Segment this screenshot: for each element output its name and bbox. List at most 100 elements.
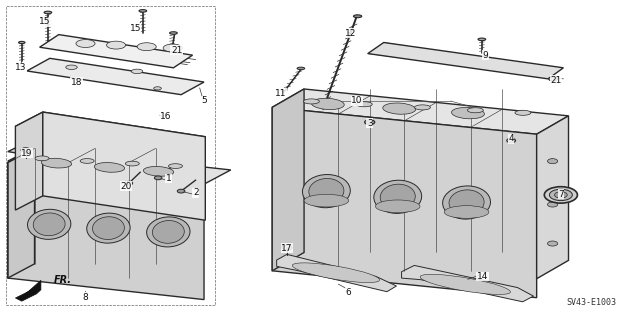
Ellipse shape xyxy=(452,108,484,119)
Ellipse shape xyxy=(449,190,484,215)
Polygon shape xyxy=(537,116,568,279)
Ellipse shape xyxy=(292,263,380,283)
Text: 13: 13 xyxy=(15,63,26,72)
Text: 19: 19 xyxy=(21,149,33,158)
Text: 20: 20 xyxy=(120,182,131,191)
Ellipse shape xyxy=(139,10,147,12)
Ellipse shape xyxy=(152,220,184,243)
Ellipse shape xyxy=(515,110,531,115)
Circle shape xyxy=(365,120,375,125)
Ellipse shape xyxy=(87,213,130,243)
Text: 7: 7 xyxy=(558,190,564,199)
Text: 15: 15 xyxy=(129,24,141,33)
Text: 17: 17 xyxy=(281,243,292,253)
Polygon shape xyxy=(368,42,563,79)
Ellipse shape xyxy=(478,38,486,41)
Polygon shape xyxy=(272,89,568,134)
Circle shape xyxy=(282,245,292,250)
Ellipse shape xyxy=(131,69,143,74)
Circle shape xyxy=(547,241,557,246)
Circle shape xyxy=(554,192,567,198)
Ellipse shape xyxy=(415,105,431,110)
Ellipse shape xyxy=(383,103,415,114)
Ellipse shape xyxy=(80,159,94,163)
Polygon shape xyxy=(8,148,231,184)
Ellipse shape xyxy=(137,43,156,51)
Polygon shape xyxy=(43,112,205,220)
Ellipse shape xyxy=(28,209,71,239)
Polygon shape xyxy=(272,107,537,298)
Ellipse shape xyxy=(42,158,72,168)
Circle shape xyxy=(548,77,557,81)
Ellipse shape xyxy=(297,67,305,70)
Ellipse shape xyxy=(147,217,190,247)
Polygon shape xyxy=(8,148,35,278)
Ellipse shape xyxy=(304,194,349,207)
Text: FR.: FR. xyxy=(54,275,72,285)
Polygon shape xyxy=(15,280,41,301)
Ellipse shape xyxy=(376,200,420,213)
Ellipse shape xyxy=(467,108,483,113)
Circle shape xyxy=(21,148,30,152)
Ellipse shape xyxy=(303,174,350,208)
Ellipse shape xyxy=(309,179,344,204)
Polygon shape xyxy=(15,112,205,151)
Circle shape xyxy=(507,138,516,143)
Ellipse shape xyxy=(76,40,95,48)
Polygon shape xyxy=(40,34,193,68)
Ellipse shape xyxy=(44,11,52,14)
Ellipse shape xyxy=(154,87,161,90)
Ellipse shape xyxy=(353,15,362,18)
Text: 16: 16 xyxy=(160,112,172,121)
Polygon shape xyxy=(276,254,396,292)
Text: 10: 10 xyxy=(351,97,363,106)
Ellipse shape xyxy=(303,99,319,104)
Text: 6: 6 xyxy=(346,288,351,297)
Circle shape xyxy=(547,159,557,164)
Text: 8: 8 xyxy=(83,293,88,301)
Circle shape xyxy=(177,189,185,193)
Polygon shape xyxy=(8,139,205,179)
Text: 18: 18 xyxy=(71,78,83,86)
Ellipse shape xyxy=(35,156,49,161)
Ellipse shape xyxy=(163,44,182,52)
Ellipse shape xyxy=(125,161,140,166)
Ellipse shape xyxy=(420,274,511,294)
Circle shape xyxy=(547,202,557,207)
Polygon shape xyxy=(272,89,304,271)
Polygon shape xyxy=(27,58,204,95)
Text: 3: 3 xyxy=(367,119,372,128)
Ellipse shape xyxy=(93,217,124,240)
Text: 1: 1 xyxy=(166,174,172,183)
Ellipse shape xyxy=(170,32,177,34)
Text: 9: 9 xyxy=(483,51,488,60)
Text: 5: 5 xyxy=(201,97,207,106)
Text: 12: 12 xyxy=(345,28,356,38)
Ellipse shape xyxy=(374,180,422,213)
Text: SV43-E1003: SV43-E1003 xyxy=(566,298,616,307)
Ellipse shape xyxy=(33,213,65,236)
Ellipse shape xyxy=(168,164,182,168)
Text: 21: 21 xyxy=(171,46,182,55)
Ellipse shape xyxy=(356,102,372,107)
Ellipse shape xyxy=(143,167,173,176)
Ellipse shape xyxy=(312,98,344,109)
Ellipse shape xyxy=(66,65,77,70)
Polygon shape xyxy=(8,163,204,300)
Ellipse shape xyxy=(19,41,25,44)
Polygon shape xyxy=(401,265,534,302)
Text: 2: 2 xyxy=(193,188,198,197)
Ellipse shape xyxy=(443,186,490,219)
Ellipse shape xyxy=(106,41,125,49)
Ellipse shape xyxy=(444,206,489,218)
Polygon shape xyxy=(15,112,43,210)
Circle shape xyxy=(154,176,162,180)
Text: 4: 4 xyxy=(508,134,514,144)
Text: 11: 11 xyxy=(275,89,286,98)
Circle shape xyxy=(549,189,572,201)
Polygon shape xyxy=(8,148,204,188)
Circle shape xyxy=(367,121,373,124)
Ellipse shape xyxy=(380,184,415,210)
Text: 21: 21 xyxy=(550,76,561,85)
Circle shape xyxy=(544,187,577,203)
